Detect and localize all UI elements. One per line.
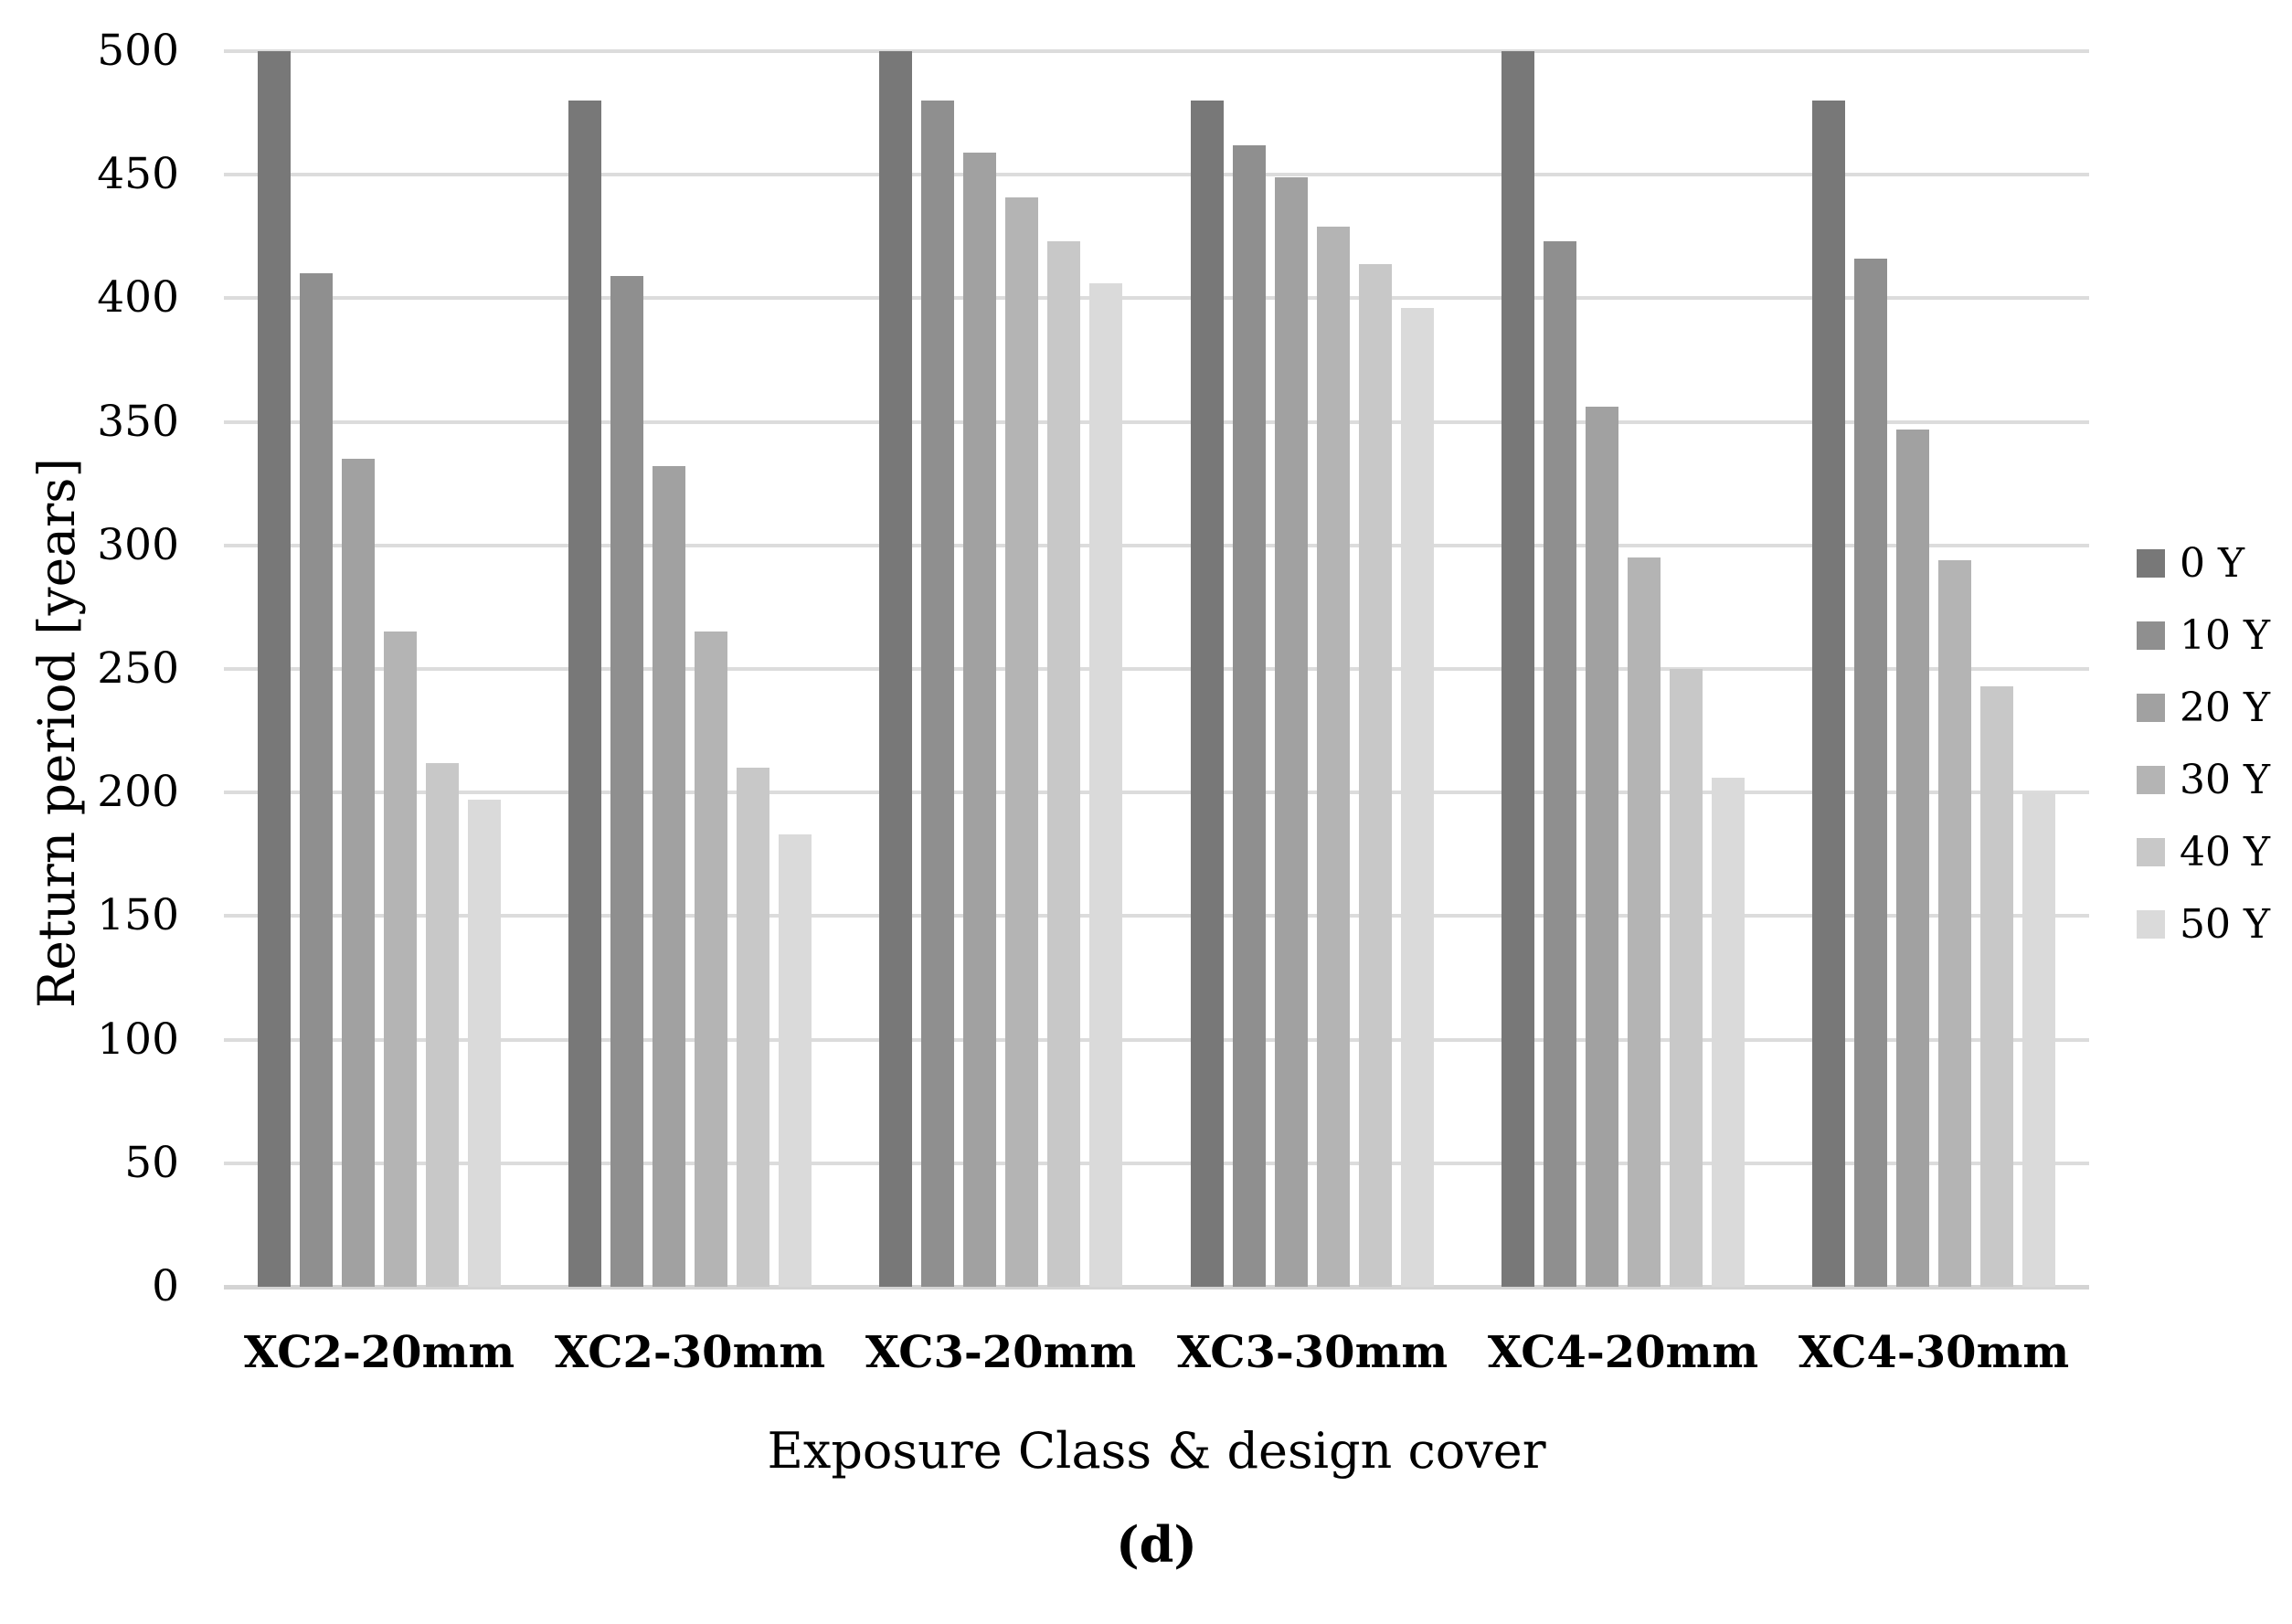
- bar-XC4-20mm-30Y: [1628, 557, 1661, 1287]
- legend-item-50Y: 50 Y: [2137, 888, 2270, 961]
- bar-XC2-30mm-40Y: [737, 768, 769, 1287]
- y-tick-label-400: 400: [97, 272, 179, 324]
- bar-XC4-30mm-50Y: [2022, 792, 2055, 1287]
- bar-XC3-20mm-10Y: [921, 101, 954, 1287]
- bar-XC2-20mm-40Y: [426, 763, 459, 1287]
- legend-item-10Y: 10 Y: [2137, 600, 2270, 672]
- bar-XC2-30mm-30Y: [695, 632, 727, 1287]
- legend-swatch-icon: [2137, 549, 2165, 578]
- bar-XC2-20mm-20Y: [342, 459, 375, 1287]
- gridline-500: [224, 49, 2089, 53]
- gridline-300: [224, 543, 2089, 547]
- legend-label: 0 Y: [2180, 540, 2245, 587]
- legend-label: 40 Y: [2180, 829, 2271, 876]
- legend-item-0Y: 0 Y: [2137, 527, 2270, 600]
- legend-swatch-icon: [2137, 694, 2165, 722]
- x-category-label-XC3-30mm: XC3-30mm: [1176, 1327, 1448, 1378]
- gridline-250: [224, 667, 2089, 671]
- bar-XC4-20mm-20Y: [1586, 407, 1618, 1287]
- y-tick-label-50: 50: [124, 1137, 179, 1188]
- bar-XC4-30mm-40Y: [1980, 686, 2013, 1287]
- gridline-150: [224, 914, 2089, 918]
- x-category-label-XC3-20mm: XC3-20mm: [865, 1327, 1137, 1378]
- legend-swatch-icon: [2137, 910, 2165, 939]
- bar-XC4-30mm-0Y: [1812, 101, 1845, 1287]
- legend-label: 10 Y: [2180, 612, 2271, 659]
- legend-label: 20 Y: [2180, 685, 2271, 731]
- legend-item-30Y: 30 Y: [2137, 744, 2270, 816]
- legend-label: 30 Y: [2180, 757, 2271, 803]
- bar-XC3-30mm-0Y: [1191, 101, 1224, 1287]
- bar-XC2-20mm-30Y: [384, 632, 417, 1287]
- y-tick-label-450: 450: [97, 149, 179, 200]
- gridline-350: [224, 419, 2089, 424]
- bar-XC2-30mm-50Y: [779, 834, 812, 1287]
- gridline-450: [224, 173, 2089, 177]
- gridline-50: [224, 1161, 2089, 1165]
- bar-XC2-20mm-0Y: [258, 51, 291, 1287]
- gridline-0: [224, 1285, 2089, 1290]
- x-category-label-XC4-20mm: XC4-20mm: [1487, 1327, 1759, 1378]
- legend-swatch-icon: [2137, 766, 2165, 794]
- y-tick-label-250: 250: [97, 643, 179, 694]
- bar-XC3-20mm-50Y: [1089, 283, 1122, 1287]
- y-tick-label-150: 150: [97, 890, 179, 941]
- bar-XC2-20mm-10Y: [300, 273, 333, 1287]
- bar-XC3-20mm-30Y: [1005, 197, 1038, 1287]
- figure-caption: (d): [1116, 1515, 1197, 1574]
- bar-XC2-30mm-10Y: [610, 276, 643, 1287]
- bar-XC3-20mm-20Y: [963, 153, 996, 1287]
- bar-XC4-30mm-10Y: [1854, 259, 1887, 1287]
- x-category-label-XC4-30mm: XC4-30mm: [1798, 1327, 2070, 1378]
- legend-swatch-icon: [2137, 621, 2165, 650]
- y-tick-label-100: 100: [97, 1014, 179, 1065]
- bar-XC2-30mm-20Y: [653, 466, 685, 1287]
- y-tick-label-0: 0: [152, 1261, 179, 1311]
- bar-XC3-20mm-40Y: [1047, 241, 1080, 1287]
- bar-XC3-30mm-30Y: [1317, 227, 1350, 1287]
- bar-XC3-20mm-0Y: [879, 51, 912, 1287]
- y-tick-label-500: 500: [97, 26, 179, 76]
- y-tick-label-300: 300: [97, 519, 179, 570]
- x-axis-category-labels: XC2-20mm XC2-30mm XC3-20mm XC3-30mm XC4-20mm…: [224, 1327, 2089, 1391]
- legend-item-40Y: 40 Y: [2137, 816, 2270, 888]
- x-axis-title: Exposure Class & design cover: [767, 1422, 1546, 1480]
- y-axis-tick-labels: 0 50 100 150 200 250 300 350 400 450 500: [0, 0, 179, 1624]
- bar-XC4-20mm-40Y: [1670, 669, 1703, 1287]
- y-tick-label-350: 350: [97, 396, 179, 447]
- bar-XC4-20mm-50Y: [1712, 778, 1745, 1287]
- gridline-400: [224, 296, 2089, 301]
- bar-XC4-30mm-20Y: [1896, 430, 1929, 1287]
- bar-XC3-30mm-10Y: [1233, 145, 1266, 1287]
- legend-label: 50 Y: [2180, 901, 2271, 948]
- gridline-100: [224, 1037, 2089, 1042]
- bar-XC3-30mm-50Y: [1401, 308, 1434, 1287]
- y-tick-label-200: 200: [97, 767, 179, 818]
- legend-item-20Y: 20 Y: [2137, 672, 2270, 744]
- x-category-label-XC2-20mm: XC2-20mm: [243, 1327, 515, 1378]
- bar-XC4-20mm-10Y: [1544, 241, 1576, 1287]
- bar-XC4-30mm-30Y: [1938, 560, 1971, 1287]
- bar-XC3-30mm-40Y: [1359, 264, 1392, 1287]
- bar-XC2-20mm-50Y: [468, 800, 501, 1287]
- legend: 0 Y 10 Y 20 Y 30 Y 40 Y 50 Y: [2137, 527, 2270, 961]
- x-category-label-XC2-30mm: XC2-30mm: [554, 1327, 826, 1378]
- gridline-200: [224, 791, 2089, 795]
- plot-area: [224, 49, 2089, 1290]
- bar-XC3-30mm-20Y: [1275, 177, 1308, 1287]
- bar-XC2-30mm-0Y: [568, 101, 601, 1287]
- bar-XC4-20mm-0Y: [1501, 51, 1534, 1287]
- legend-swatch-icon: [2137, 838, 2165, 866]
